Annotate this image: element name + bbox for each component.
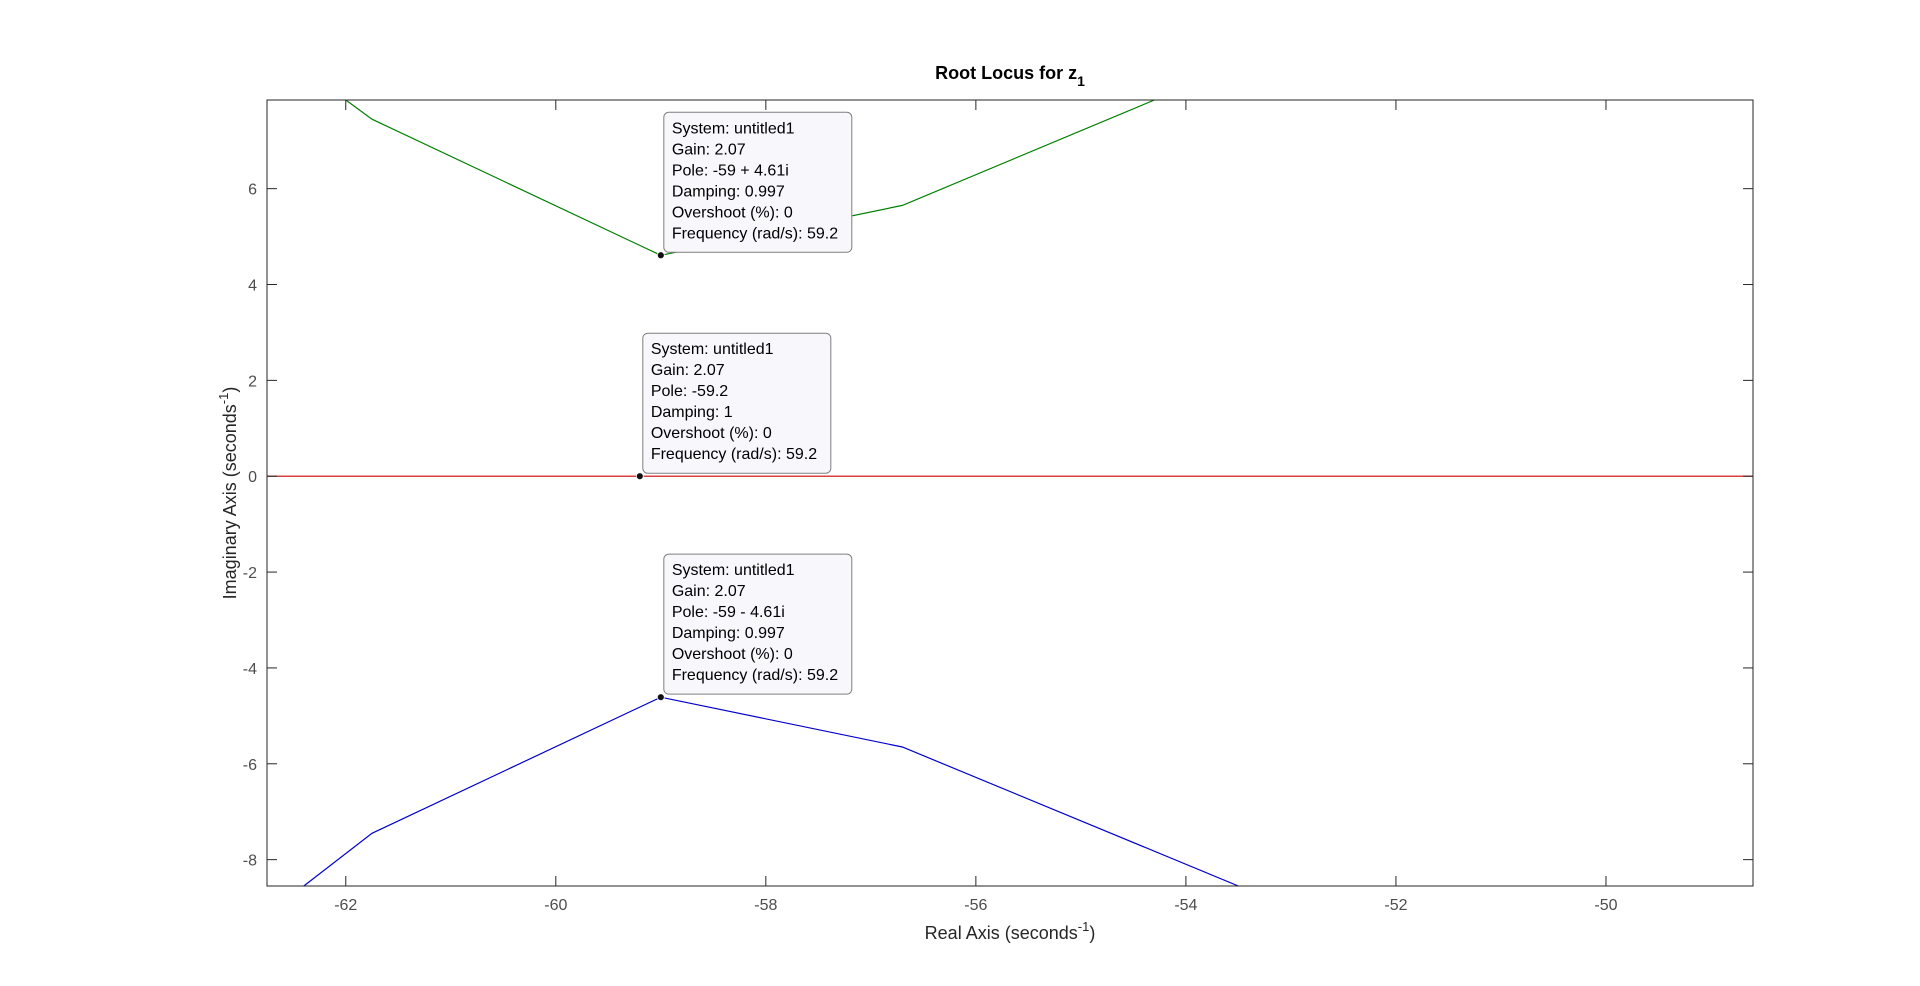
chart-title: Root Locus for z1 (935, 63, 1085, 89)
datatip-line: Pole: -59 - 4.61i (672, 604, 785, 621)
y-tick-label: -2 (243, 565, 257, 582)
datatip-line: Pole: -59 + 4.61i (672, 162, 789, 179)
datatip-line: Frequency (rad/s): 59.2 (651, 446, 817, 463)
y-tick-label: 6 (248, 182, 257, 199)
datatip-box (642, 332, 832, 474)
datatip-line: Frequency (rad/s): 59.2 (672, 667, 838, 684)
datatip-line: Frequency (rad/s): 59.2 (672, 225, 838, 242)
x-tick-label: -56 (964, 897, 987, 914)
x-tick-label: -50 (1594, 897, 1617, 914)
y-tick-label: 4 (248, 278, 257, 295)
datatip-line: System: untitled1 (651, 341, 774, 358)
x-tick-label: -62 (334, 897, 357, 914)
datatip-line: System: untitled1 (672, 562, 795, 579)
datatip-layer: System: untitled1 Gain: 2.07 Pole: -59 + 4… (635, 111, 853, 702)
x-axis-label-close: ) (1089, 923, 1095, 943)
x-tick-label: -60 (544, 897, 567, 914)
datatip-line: Overshoot (%): 0 (651, 425, 772, 442)
x-axis-ticks: -62 -60 -58 -56 -54 -52 -50 (334, 100, 1618, 914)
datatip-3[interactable]: System: untitled1 Gain: 2.07 Pole: -59 - 4… (656, 553, 853, 702)
x-axis-label-superscript: -1 (1078, 919, 1090, 934)
datatip-line: Pole: -59.2 (651, 383, 728, 400)
datatip-box (663, 553, 853, 695)
chart-title-subscript: 1 (1077, 73, 1085, 89)
datatip-line: Damping: 1 (651, 404, 733, 421)
y-tick-label: 2 (248, 373, 257, 390)
y-axis-label-close: ) (220, 387, 240, 393)
x-tick-label: -52 (1384, 897, 1407, 914)
x-axis-label: Real Axis (seconds-1) (925, 919, 1096, 943)
datatip-2[interactable]: System: untitled1 Gain: 2.07 Pole: -59.2 Da… (635, 332, 832, 481)
y-axis-label: Imaginary Axis (seconds-1) (216, 387, 240, 600)
x-tick-label: -58 (754, 897, 777, 914)
datatip-marker[interactable] (635, 472, 644, 481)
datatip-line: System: untitled1 (672, 120, 795, 137)
datatip-line: Damping: 0.997 (672, 625, 785, 642)
y-tick-label: 0 (248, 469, 257, 486)
root-locus-branch-1 (343, 100, 1155, 256)
datatip-marker[interactable] (656, 251, 665, 260)
datatip-line: Damping: 0.997 (672, 183, 785, 200)
datatip-line: Overshoot (%): 0 (672, 204, 793, 221)
datatip-1[interactable]: System: untitled1 Gain: 2.07 Pole: -59 + 4… (656, 111, 853, 260)
datatip-marker[interactable] (656, 693, 665, 702)
plot-area (267, 100, 1753, 886)
y-tick-label: -6 (243, 757, 257, 774)
datatip-box (663, 111, 853, 253)
axes-frame (266, 99, 1754, 887)
y-axis-ticks: -8 -6 -4 -2 0 2 4 6 (243, 182, 1753, 870)
datatip-line: Gain: 2.07 (651, 362, 725, 379)
datatip-line: Gain: 2.07 (672, 141, 746, 158)
datatip-line: Gain: 2.07 (672, 583, 746, 600)
y-tick-label: -4 (243, 661, 257, 678)
y-axis-label-superscript: -1 (216, 393, 231, 405)
datatip-line: Overshoot (%): 0 (672, 646, 793, 663)
x-tick-label: -54 (1174, 897, 1197, 914)
y-tick-label: -8 (243, 853, 257, 870)
